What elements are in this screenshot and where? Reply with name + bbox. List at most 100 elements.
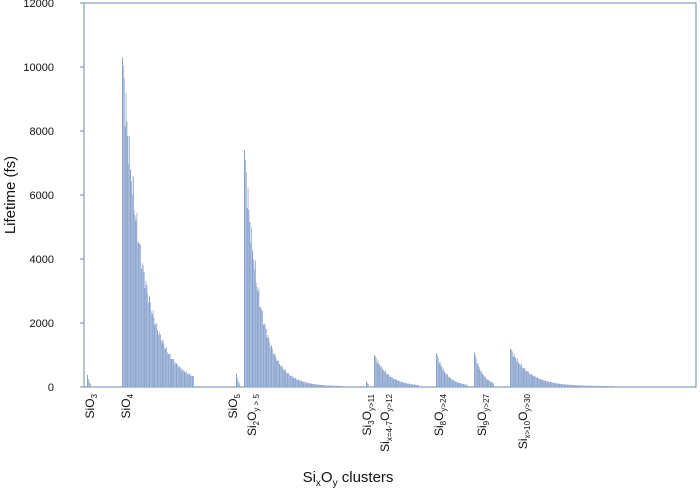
bar-si2 [271,345,272,387]
bar-si10 [567,384,569,387]
bar-si8 [462,384,463,387]
bar-si8 [442,369,444,387]
bar-si47 [376,363,378,387]
bar-si10 [602,385,604,387]
bar-si47 [392,378,394,387]
bar-sio4 [164,348,166,387]
bar-si47 [404,382,406,387]
bar-si8 [440,364,442,387]
bar-si2 [331,385,333,387]
bar-sio4 [158,334,159,387]
bar-sio4 [124,126,126,387]
bar-si9 [483,376,485,387]
bar-si2 [253,259,254,387]
bar-sio4 [185,371,187,387]
bar-sio4 [186,373,188,387]
bar-sio4 [131,180,132,387]
bar-si2 [285,371,287,387]
bar-si10 [569,384,571,387]
bar-sio4 [160,340,162,387]
bar-si2 [256,286,258,387]
bar-si2 [277,360,279,387]
bar-si2 [257,291,259,387]
bar-si2 [265,329,267,387]
bar-si2 [275,357,277,387]
bar-si47 [407,383,409,387]
bar-si10 [545,380,546,387]
bar-si8 [453,380,454,387]
bar-si2 [334,385,335,387]
bar-si2 [289,374,290,387]
bar-si2 [262,324,264,387]
bar-si8 [443,368,445,387]
bar-si10 [524,367,526,387]
bar-si10 [601,385,603,387]
bar-si2 [341,385,343,387]
bar-sio4 [152,310,154,387]
bar-si47 [396,380,398,387]
bar-si10 [510,348,511,387]
bar-si47 [383,371,385,387]
bar-si8 [466,384,468,387]
bar-si10 [609,386,610,387]
bar-si8 [465,384,467,387]
bar-si2 [260,307,262,387]
bar-si2 [323,385,325,387]
bar-si8 [464,384,466,387]
bar-si10 [568,384,570,387]
bar-si2 [327,385,329,387]
bar-si10 [544,380,546,387]
bar-si10 [537,377,538,387]
bar-si2 [320,384,322,387]
bar-sio4 [183,370,185,387]
category-label-si47: Six=4-7Oy>12 [378,393,394,451]
bar-sio5 [236,373,237,387]
bar-si10 [565,384,567,387]
bar-si10 [525,371,527,387]
bar-sio4 [142,265,144,387]
bar-sio4 [185,372,186,387]
category-label-si8: Si8Oy>24 [432,393,448,436]
bar-si2 [250,242,252,387]
bar-si10 [514,356,516,387]
bar-si10 [586,385,588,387]
bar-si9 [478,366,480,387]
bar-si10 [593,385,595,387]
bar-si10 [605,386,607,387]
bar-si10 [551,382,553,387]
bar-si10 [530,373,532,387]
bar-si10 [591,385,593,387]
bar-si10 [510,349,512,387]
y-axis-title: Lifetime (fs) [2,156,19,234]
bar-si2 [325,385,326,387]
bar-si2 [280,365,282,387]
bar-sio4 [176,364,178,387]
y-tick-label: 0 [48,382,54,394]
bar-si2 [245,171,247,387]
bar-si8 [441,367,443,387]
bar-sio4 [135,220,137,387]
bar-si2 [305,382,307,387]
bar-si10 [563,384,564,387]
bar-si47 [386,374,388,387]
bar-si8 [445,373,446,387]
bar-si47 [392,377,393,387]
bar-si47 [405,383,407,387]
bar-si47 [383,370,384,387]
bar-sio5 [238,383,240,387]
y-axis: 0 2000 4000 6000 8000 10000 12000 [23,0,84,394]
bar-si2 [307,382,309,387]
bar-si2 [322,385,324,387]
bar-sio4 [140,244,141,387]
bar-sio4 [180,368,182,387]
bar-si10 [537,378,539,387]
bar-si10 [539,379,541,387]
bar-si2 [293,377,295,387]
bar-sio4 [122,57,123,388]
bar-si10 [513,353,515,387]
bar-sio4 [161,342,163,387]
bar-si10 [612,386,614,387]
bar-si2 [283,370,285,387]
bar-si47 [394,379,396,387]
bar-sio4 [139,243,140,387]
